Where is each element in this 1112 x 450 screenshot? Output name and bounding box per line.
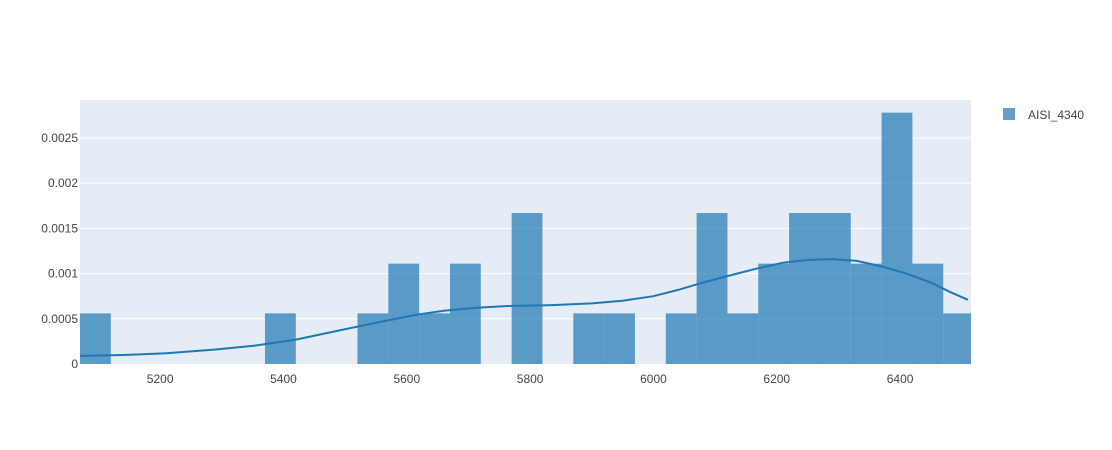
y-tick-label: 0.0015	[41, 221, 78, 235]
y-tick-label: 0.002	[48, 176, 78, 190]
histogram-bar[interactable]	[419, 313, 450, 364]
histogram-bar[interactable]	[449, 263, 481, 364]
legend-swatch-aisi-4340[interactable]	[1003, 108, 1015, 120]
histogram-bar[interactable]	[850, 263, 882, 364]
density-curve[interactable]	[79, 258, 969, 357]
x-tick-label: 5200	[147, 372, 174, 386]
histogram-bar[interactable]	[696, 213, 728, 364]
x-tick-label: 6400	[887, 372, 914, 386]
histogram-bar[interactable]	[789, 213, 820, 364]
x-tick-label: 5600	[393, 372, 420, 386]
density-curve-layer	[79, 258, 969, 357]
legend[interactable]: AISI_4340	[1003, 108, 1084, 122]
histogram-bar[interactable]	[881, 112, 913, 364]
histogram-bar[interactable]	[665, 313, 697, 364]
y-tick-label: 0.001	[48, 267, 78, 281]
y-tick-label: 0.0005	[41, 312, 78, 326]
histogram-bar[interactable]	[264, 313, 296, 364]
histogram-bars	[80, 112, 971, 364]
legend-label-aisi-4340[interactable]: AISI_4340	[1028, 108, 1084, 122]
histogram-bar[interactable]	[388, 263, 420, 364]
y-tick-label: 0	[71, 357, 78, 371]
histogram-bar[interactable]	[511, 213, 543, 364]
x-axis-ticks: 5200 5400 5600 5800 6000 6200 6400	[147, 372, 914, 386]
histogram-bar[interactable]	[819, 213, 851, 364]
y-axis-ticks: 0 0.0005 0.001 0.0015 0.002 0.0025	[41, 131, 78, 371]
x-tick-label: 5400	[270, 372, 297, 386]
x-tick-label: 5800	[517, 372, 544, 386]
histogram-bar[interactable]	[604, 313, 635, 364]
y-tick-label: 0.0025	[41, 131, 78, 145]
histogram-bar[interactable]	[727, 313, 759, 364]
histogram-bar[interactable]	[943, 313, 971, 364]
histogram-bar[interactable]	[758, 263, 790, 364]
x-tick-label: 6200	[763, 372, 790, 386]
histogram-bar[interactable]	[912, 263, 944, 364]
x-tick-label: 6000	[640, 372, 667, 386]
histogram-bar[interactable]	[573, 313, 605, 364]
